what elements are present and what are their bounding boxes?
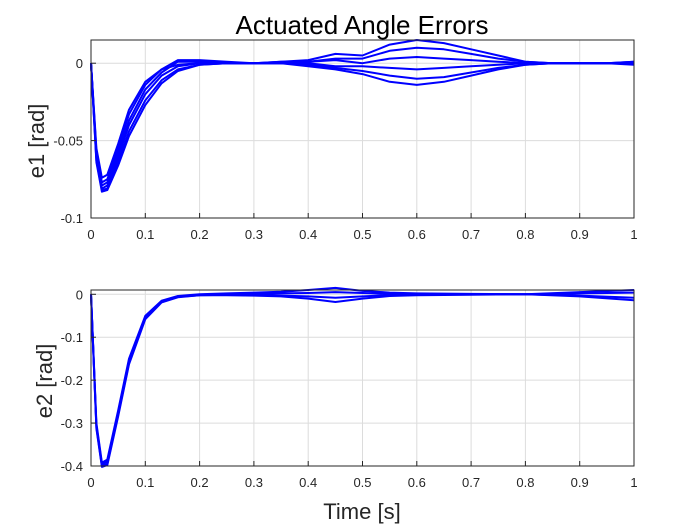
e2-ytick-label: 0: [76, 287, 83, 302]
e1-ytick-label: 0: [76, 56, 83, 71]
e2-ytick-label: -0.1: [61, 330, 83, 345]
subplot-e2: 0 0.1 0.2 0.3 0.4 0.5 0.6 0.7 0.8 0.9 1 0 -0.1 -0.2 -0…: [32, 286, 638, 524]
e2-xtick-label: 1: [630, 475, 637, 490]
chart-title: Actuated Angle Errors: [236, 10, 489, 40]
e2-xtick-label: 0.4: [299, 475, 317, 490]
subplot-e2-ticks: 0 0.1 0.2 0.3 0.4 0.5 0.6 0.7 0.8 0.9 1 0 -0.1 -0.2 -0…: [61, 287, 638, 490]
e2-xtick-label: 0.8: [516, 475, 534, 490]
e1-ytick-label: -0.05: [53, 134, 83, 149]
e1-xtick-label: 0.2: [191, 227, 209, 242]
e1-xtick-label: 0.1: [136, 227, 154, 242]
e2-xtick-label: 0.7: [462, 475, 480, 490]
subplot-e2-ylabel: e2 [rad]: [32, 344, 57, 419]
e2-ytick-label: -0.3: [61, 416, 83, 431]
e1-ytick-label: -0.1: [61, 211, 83, 226]
e1-xtick-label: 0.6: [408, 227, 426, 242]
e2-series-line-4: [90, 293, 635, 468]
e2-xtick-label: 0.2: [191, 475, 209, 490]
e1-xtick-label: 0.9: [571, 227, 589, 242]
subplot-e1: 0 0.1 0.2 0.3 0.4 0.5 0.6 0.7 0.8 0.9 10-0.05-0.1 …: [24, 10, 638, 242]
e2-xtick-label: 0.1: [136, 475, 154, 490]
e1-xtick-label: 0.7: [462, 227, 480, 242]
e2-ytick-label: -0.2: [61, 373, 83, 388]
e1-xtick-label: 0: [87, 227, 94, 242]
subplot-e2-xlabel: Time [s]: [323, 499, 400, 524]
e1-xtick-label: 0.3: [245, 227, 263, 242]
e2-xtick-label: 0.3: [245, 475, 263, 490]
e1-xtick-label: 0.5: [353, 227, 371, 242]
e2-xtick-label: 0.6: [408, 475, 426, 490]
subplot-e2-series: [90, 286, 635, 468]
subplot-e1-ticks: 0 0.1 0.2 0.3 0.4 0.5 0.6 0.7 0.8 0.9 1 0 -0.05 -0.1: [53, 56, 637, 242]
subplot-e1-series: [90, 39, 635, 193]
e1-xtick-label: 0.8: [516, 227, 534, 242]
e2-xtick-label: 0: [87, 475, 94, 490]
e1-xtick-label: 0.4: [299, 227, 317, 242]
e1-series-line-6: [90, 62, 634, 193]
e2-ytick-label: -0.4: [61, 459, 83, 474]
e2-xtick-label: 0.9: [571, 475, 589, 490]
subplot-e1-ylabel: e1 [rad]: [24, 104, 49, 179]
e2-xtick-label: 0.5: [353, 475, 371, 490]
e1-xtick-label: 1: [630, 227, 637, 242]
